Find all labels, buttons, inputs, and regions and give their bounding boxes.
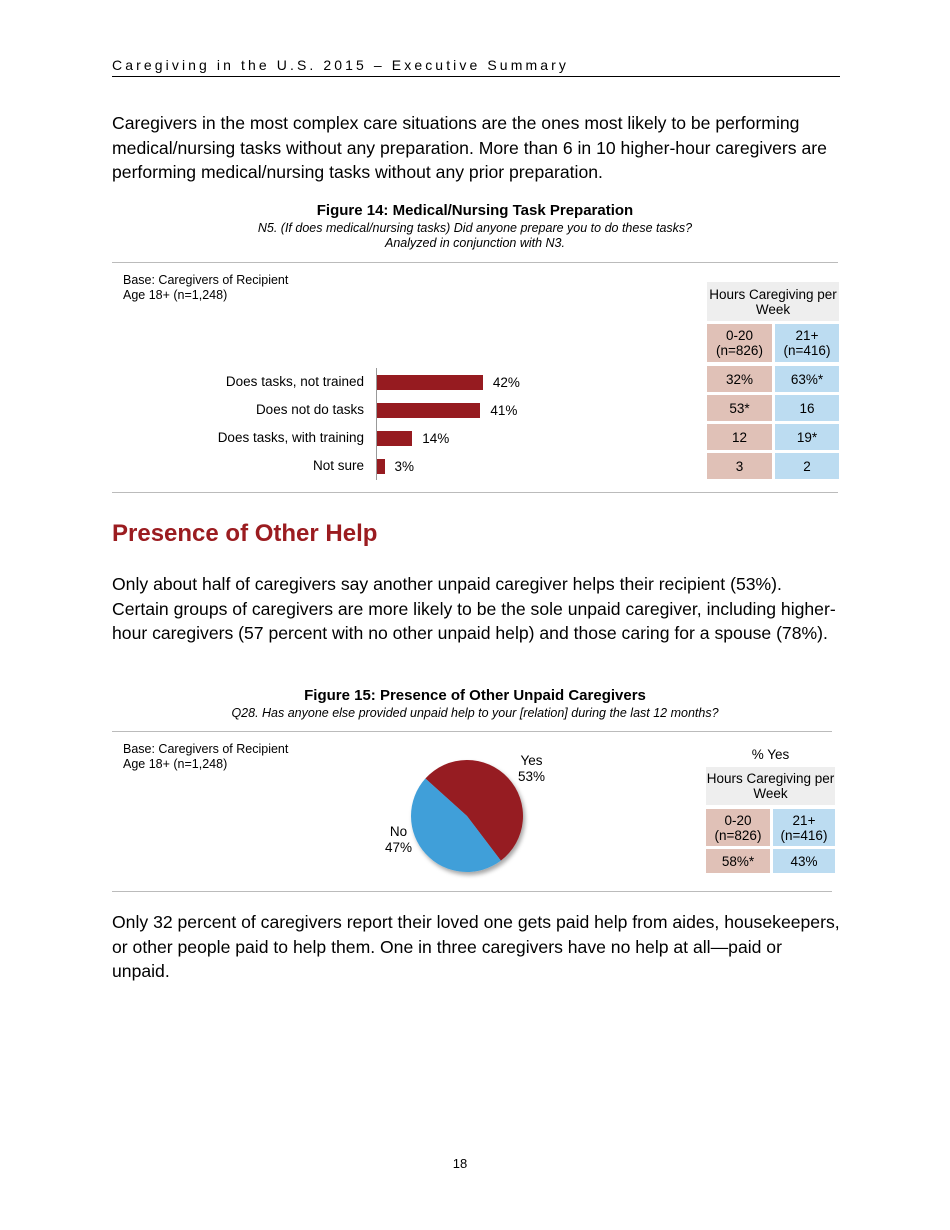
figure-15-subtitle: Q28. Has anyone else provided unpaid hel… xyxy=(231,706,719,720)
table-cell: 53* xyxy=(707,395,772,421)
pie-slice-no xyxy=(410,778,501,873)
col-header-21: 21+ (n=416) xyxy=(773,809,835,846)
bar-value-label: 3% xyxy=(394,459,415,474)
header-rule xyxy=(112,76,840,77)
table-cell: 19* xyxy=(775,424,839,450)
pie-label-no: No 47% xyxy=(385,824,412,856)
base-line: Age 18+ (n=1,248) xyxy=(123,288,228,302)
label-name: Yes xyxy=(520,753,543,768)
bar-value-label: 41% xyxy=(490,403,518,418)
figure-rule xyxy=(112,262,838,263)
table-cell: 63%* xyxy=(775,366,839,392)
running-header: Caregiving in the U.S. 2015 – Executive … xyxy=(112,57,569,73)
pie-label-yes: Yes 53% xyxy=(518,753,545,785)
table-cell: 2 xyxy=(775,453,839,479)
table-header: Hours Caregiving per Week xyxy=(707,282,839,321)
subtitle-line: Analyzed in conjunction with N3. xyxy=(385,236,565,250)
base-line: Base: Caregivers of Recipient xyxy=(123,742,289,756)
col-header-0-20: 0-20 (n=826) xyxy=(706,809,770,846)
bar-label: Does not do tasks xyxy=(255,402,364,417)
bar-label: Does tasks, not trained xyxy=(225,374,364,389)
bar-value-label: 14% xyxy=(422,431,450,446)
label-value: 47% xyxy=(385,840,413,855)
table-cell: 43% xyxy=(773,849,835,873)
table-cell: 58%* xyxy=(706,849,770,873)
table-caption: % Yes xyxy=(751,746,790,762)
table-cell: 32% xyxy=(707,366,772,392)
bar-label: Not sure xyxy=(312,458,364,473)
closing-paragraph: Only 32 percent of caregivers report the… xyxy=(112,912,840,981)
section-heading: Presence of Other Help xyxy=(112,520,378,547)
figure-rule xyxy=(112,891,832,892)
figure-14-title: Figure 14: Medical/Nursing Task Preparat… xyxy=(316,202,634,219)
intro-paragraph: Caregivers in the most complex care situ… xyxy=(112,113,827,182)
section-paragraph: Only about half of caregivers say anothe… xyxy=(112,574,836,643)
figure-rule xyxy=(112,492,838,493)
table-cell: 16 xyxy=(775,395,839,421)
figure-14-base: Base: Caregivers of Recipient Age 18+ (n=… xyxy=(123,273,288,303)
figure-rule xyxy=(112,731,832,732)
label-name: No xyxy=(389,824,408,839)
label-value: 53% xyxy=(518,769,546,784)
bar-label: Does tasks, with training xyxy=(217,430,364,445)
table-header: Hours Caregiving per Week xyxy=(706,767,835,805)
table-cell: 12 xyxy=(707,424,772,450)
base-line: Base: Caregivers of Recipient xyxy=(123,273,289,287)
bar-axis xyxy=(376,368,377,480)
bar xyxy=(377,403,481,418)
bar xyxy=(377,375,483,390)
col-header-21: 21+ (n=416) xyxy=(775,324,839,362)
bar xyxy=(377,431,413,446)
figure-15-title: Figure 15: Presence of Other Unpaid Care… xyxy=(304,687,646,704)
figure-15-base: Base: Caregivers of Recipient Age 18+ (n=… xyxy=(123,742,288,772)
figure-14-subtitle: N5. (If does medical/nursing tasks) Did … xyxy=(112,221,838,251)
bar-value-label: 42% xyxy=(492,375,520,390)
page-number: 18 xyxy=(452,1156,468,1171)
bar xyxy=(377,459,385,474)
pie-slice-yes xyxy=(425,760,523,861)
subtitle-line: N5. (If does medical/nursing tasks) Did … xyxy=(257,221,693,235)
pie-chart xyxy=(410,760,523,873)
base-line: Age 18+ (n=1,248) xyxy=(123,757,228,771)
table-cell: 3 xyxy=(707,453,772,479)
col-header-0-20: 0-20 (n=826) xyxy=(707,324,772,362)
